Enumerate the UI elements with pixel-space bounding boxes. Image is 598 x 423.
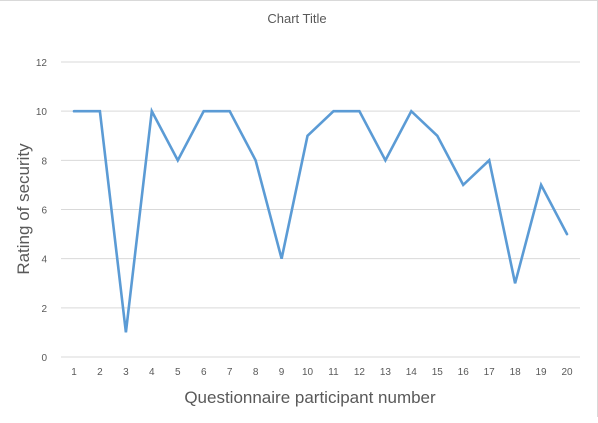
y-tick-label: 2 xyxy=(41,304,47,315)
series-line xyxy=(74,111,567,332)
y-tick-label: 8 xyxy=(41,156,47,167)
x-tick-label: 20 xyxy=(561,367,573,378)
y-tick-label: 4 xyxy=(41,255,47,266)
x-tick-label: 4 xyxy=(149,367,155,378)
x-tick-label: 16 xyxy=(458,367,470,378)
x-tick-label: 13 xyxy=(380,367,392,378)
x-tick-label: 3 xyxy=(123,367,129,378)
x-tick-label: 7 xyxy=(227,367,233,378)
x-tick-label: 6 xyxy=(201,367,207,378)
chart-title: Chart Title xyxy=(267,11,326,26)
x-tick-label: 5 xyxy=(175,367,181,378)
y-axis-title: Rating of security xyxy=(14,143,33,275)
y-tick-label: 0 xyxy=(41,353,47,364)
x-tick-label: 2 xyxy=(97,367,103,378)
y-tick-label: 10 xyxy=(36,107,48,118)
x-tick-label: 19 xyxy=(536,367,548,378)
x-tick-label: 10 xyxy=(302,367,314,378)
y-axis-ticks: 0 2 4 6 8 10 12 xyxy=(36,58,48,364)
x-tick-label: 8 xyxy=(253,367,259,378)
gridlines xyxy=(61,62,580,357)
x-axis-title: Questionnaire participant number xyxy=(184,388,436,407)
x-tick-label: 14 xyxy=(406,367,418,378)
y-tick-label: 12 xyxy=(36,58,48,69)
x-tick-label: 11 xyxy=(328,367,339,378)
x-tick-label: 9 xyxy=(279,367,285,378)
x-tick-label: 17 xyxy=(484,367,496,378)
series-layer xyxy=(74,111,567,332)
x-tick-label: 1 xyxy=(71,367,77,378)
x-tick-label: 15 xyxy=(432,367,444,378)
x-tick-label: 18 xyxy=(510,367,522,378)
x-tick-label: 12 xyxy=(354,367,366,378)
y-tick-label: 6 xyxy=(41,206,47,217)
